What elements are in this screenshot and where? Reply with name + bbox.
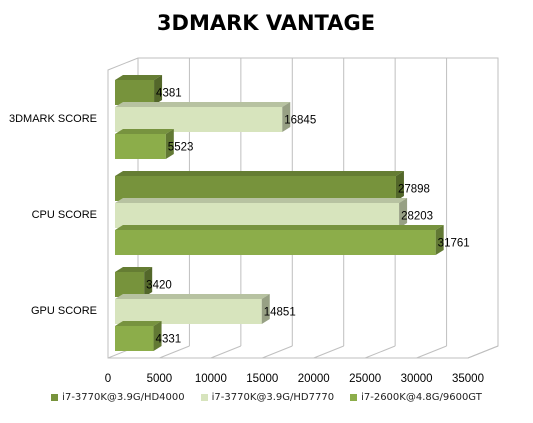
bar-face <box>115 203 400 228</box>
bar-face <box>115 176 396 201</box>
gridline-floor <box>262 345 293 359</box>
gridline-floor <box>416 345 447 359</box>
category-label: 3DMARK SCORE <box>9 113 97 125</box>
data-label: 27898 <box>398 184 430 196</box>
category-label: CPU SCORE <box>32 209 97 221</box>
category-label: GPU SCORE <box>31 305 97 317</box>
data-label: 14851 <box>264 307 296 319</box>
gridline-floor <box>210 345 242 359</box>
bar-top <box>115 267 153 272</box>
x-axis-tick-labels: 0 5000 10000 15000 20000 25000 30000 35000 <box>105 373 484 385</box>
bar-end <box>165 129 174 159</box>
bar-top <box>115 102 291 107</box>
x-tick-label: 0 <box>105 373 111 385</box>
legend-item: i7-3770K@3.9G/HD4000 <box>51 392 185 403</box>
bar <box>115 294 270 324</box>
x-tick-label: 30000 <box>401 373 433 385</box>
bar-face <box>115 326 154 351</box>
bar-top <box>115 75 163 80</box>
bar-end <box>154 75 163 105</box>
data-label: 3420 <box>146 280 172 292</box>
data-labels: 4381 16845 5523 27898 28203 31761 3420 14851 433… <box>146 88 469 346</box>
legend-label: i7-3770K@3.9G/HD7770 <box>211 392 335 403</box>
bar <box>115 198 408 228</box>
gridline-floor <box>313 345 344 359</box>
legend-swatch <box>350 394 358 401</box>
bar <box>115 75 163 105</box>
gridline-floor <box>467 345 499 359</box>
bar-end <box>435 225 444 255</box>
bar <box>115 321 162 351</box>
data-label: 5523 <box>168 142 194 154</box>
bar <box>115 267 153 297</box>
x-tick-label: 25000 <box>349 373 381 385</box>
bar-top <box>115 198 408 203</box>
bar-end <box>395 171 404 201</box>
bar-top <box>115 129 174 134</box>
x-tick-label: 35000 <box>452 373 484 385</box>
bar <box>115 171 404 201</box>
bar-end <box>282 102 291 132</box>
bar <box>115 129 174 159</box>
gridline-floor <box>364 345 396 359</box>
legend-label: i7-3770K@3.9G/HD4000 <box>62 392 185 403</box>
bar-top <box>115 171 404 176</box>
bars <box>115 75 444 351</box>
bar-face <box>115 134 166 159</box>
bar <box>115 102 291 132</box>
legend-swatch <box>200 394 208 401</box>
data-label: 31761 <box>438 238 470 250</box>
bar-face <box>115 80 155 105</box>
legend-label: i7-2600K@4.8G/9600GT <box>361 392 482 403</box>
x-tick-label: 10000 <box>195 373 227 385</box>
bar-end <box>261 294 270 324</box>
category-labels: 3DMARK SCORE CPU SCORE GPU SCORE <box>9 113 97 317</box>
data-label: 28203 <box>401 211 433 223</box>
x-tick-label: 15000 <box>246 373 278 385</box>
bar-face <box>115 272 145 297</box>
data-label: 4331 <box>156 334 182 346</box>
bar-end <box>144 267 153 297</box>
bar-end <box>153 321 162 351</box>
x-tick-label: 20000 <box>298 373 330 385</box>
chart-title: 3DMARK VANTAGE <box>157 11 375 35</box>
bar-face <box>115 299 262 324</box>
bar-top <box>115 294 270 299</box>
bar-end <box>399 198 408 228</box>
gridline-floor <box>159 345 190 359</box>
legend: i7-3770K@3.9G/HD4000 i7-3770K@3.9G/HD7770… <box>0 392 533 403</box>
legend-item: i7-3770K@3.9G/HD7770 <box>200 392 335 403</box>
data-label: 4381 <box>156 88 182 100</box>
bar-face <box>115 107 283 132</box>
bar-top <box>115 321 162 326</box>
data-label: 16845 <box>284 115 316 127</box>
legend-item: i7-2600K@4.8G/9600GT <box>350 392 482 403</box>
bar-top <box>115 225 444 230</box>
bar-face <box>115 230 436 255</box>
legend-swatch <box>51 394 59 401</box>
bar <box>115 225 444 255</box>
x-tick-label: 5000 <box>147 373 173 385</box>
